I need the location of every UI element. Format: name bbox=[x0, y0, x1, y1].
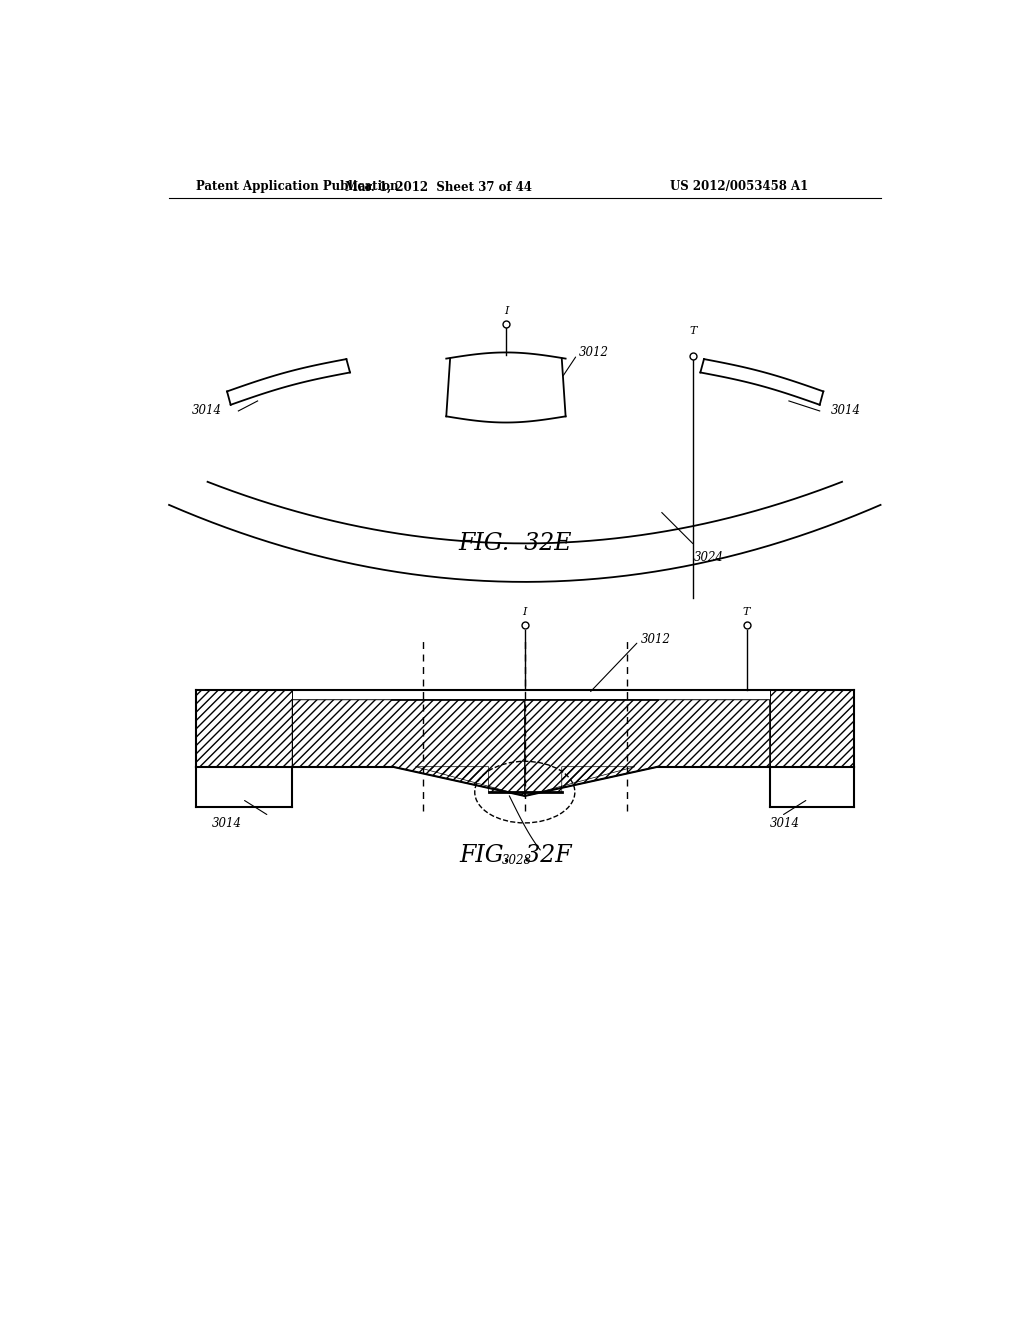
Text: 3012: 3012 bbox=[641, 634, 671, 647]
Text: T: T bbox=[689, 326, 696, 335]
Bar bbox=[196, 689, 292, 767]
Text: 3028: 3028 bbox=[502, 854, 532, 867]
Bar bbox=[770, 689, 854, 767]
Text: I: I bbox=[522, 607, 527, 618]
Text: FIG.  32E: FIG. 32E bbox=[459, 532, 572, 554]
Text: FIG.  32F: FIG. 32F bbox=[459, 843, 571, 867]
Text: 3012: 3012 bbox=[579, 346, 608, 359]
Text: 3024: 3024 bbox=[694, 552, 724, 564]
Text: T: T bbox=[742, 607, 751, 618]
Text: 3014: 3014 bbox=[831, 404, 861, 417]
Text: 3014: 3014 bbox=[191, 404, 221, 417]
Text: US 2012/0053458 A1: US 2012/0053458 A1 bbox=[670, 181, 808, 194]
Text: 3014: 3014 bbox=[770, 817, 800, 830]
Text: 3014: 3014 bbox=[211, 817, 242, 830]
Text: Patent Application Publication: Patent Application Publication bbox=[196, 181, 398, 194]
Text: I: I bbox=[504, 306, 508, 317]
Text: Mar. 1, 2012  Sheet 37 of 44: Mar. 1, 2012 Sheet 37 of 44 bbox=[345, 181, 532, 194]
